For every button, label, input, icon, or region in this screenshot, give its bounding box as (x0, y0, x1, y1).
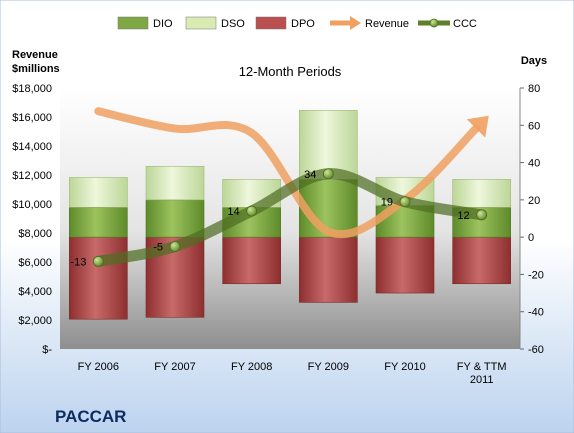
x-tick-label: FY 2010 (384, 361, 425, 373)
left-tick-label: $14,000 (12, 141, 52, 153)
ccc-data-label: 19 (381, 197, 393, 209)
x-tick-label: FY 2009 (308, 361, 349, 373)
left-axis-title-line-1: Revenue (12, 49, 58, 61)
revenue-series (94, 107, 489, 239)
ccc-marker (246, 205, 258, 217)
x-tick-label: FY & TTM (457, 361, 507, 373)
ccc-marker (322, 168, 334, 180)
bar-dpo (375, 236, 435, 294)
x-tick-label: FY 2006 (78, 361, 119, 373)
bar-dio (145, 199, 205, 238)
left-tick-label: $18,000 (12, 83, 52, 95)
left-tick-label: $12,000 (12, 170, 52, 182)
legend-arrowhead-revenue (350, 16, 361, 30)
x-axis: FY 2006 FY 2007 FY 2008 FY 2009 FY 2010 FY & … (78, 361, 507, 386)
legend-label-revenue: Revenue (365, 18, 409, 30)
right-tick-label: 0 (528, 232, 534, 244)
right-tick-label: 60 (528, 120, 540, 132)
left-axis: $- $2,000 $4,000 $6,000 $8,000 $10,000 $12,000… (12, 83, 52, 356)
legend-label-ccc: CCC (453, 18, 477, 30)
right-axis-title: Days (521, 55, 547, 67)
bar-dso (452, 179, 511, 208)
bar-dpo (452, 236, 511, 285)
company-name: PACCAR (55, 407, 126, 426)
legend-label-dso: DSO (221, 18, 245, 30)
legend-marker-ccc (429, 18, 439, 28)
right-axis: -60 -40 -20 0 20 40 60 80 (519, 83, 544, 356)
left-tick-label: $6,000 (18, 257, 52, 269)
revenue-arrowhead (466, 115, 489, 138)
x-tick-label: FY 2008 (231, 361, 272, 373)
bar-dso (69, 177, 128, 208)
bar-dio (69, 207, 128, 238)
right-tick-label: 40 (528, 158, 540, 170)
ccc-data-label: -13 (70, 256, 86, 268)
ccc-marker (169, 241, 181, 252)
bar-dso (299, 110, 358, 180)
chart-title: 12-Month Periods (239, 64, 342, 79)
left-tick-label: $4,000 (18, 286, 52, 298)
bar-dpo (69, 236, 128, 320)
x-tick-label: 2011 (470, 374, 494, 386)
ccc-series: -13 -5 14 34 19 12 (70, 168, 488, 268)
legend: DIO DSO DPO Revenue CCC (117, 16, 477, 30)
left-tick-label: $16,000 (12, 112, 52, 124)
legend-label-dpo: DPO (291, 18, 315, 30)
left-tick-label: $- (42, 344, 52, 356)
legend-swatch-dso (185, 16, 217, 30)
right-tick-label: 80 (528, 83, 540, 95)
right-tick-label: -20 (528, 269, 544, 281)
revenue-line (94, 107, 481, 239)
legend-swatch-dpo (255, 16, 287, 30)
right-tick-label: -60 (528, 344, 544, 356)
x-tick-label: FY 2007 (154, 361, 195, 373)
ccc-marker (399, 196, 411, 208)
ccc-marker (92, 255, 104, 267)
ccc-data-label: 14 (227, 206, 239, 218)
bar-dpo (222, 236, 281, 285)
left-tick-label: $8,000 (18, 228, 52, 240)
legend-swatch-dio (117, 16, 149, 30)
ccc-data-label: 34 (304, 169, 316, 181)
ccc-data-label: 12 (457, 210, 469, 222)
legend-label-dio: DIO (153, 18, 173, 30)
left-tick-label: $2,000 (18, 315, 52, 327)
ccc-marker (476, 209, 488, 221)
bar-dpo (299, 236, 358, 303)
right-tick-label: -40 (528, 307, 544, 319)
bar-dso (145, 166, 205, 201)
left-axis-title-line-2: $millions (12, 63, 60, 75)
right-tick-label: 20 (528, 195, 540, 207)
plot-area (60, 88, 520, 349)
ccc-data-label: -5 (153, 241, 163, 253)
left-tick-label: $10,000 (12, 199, 52, 211)
